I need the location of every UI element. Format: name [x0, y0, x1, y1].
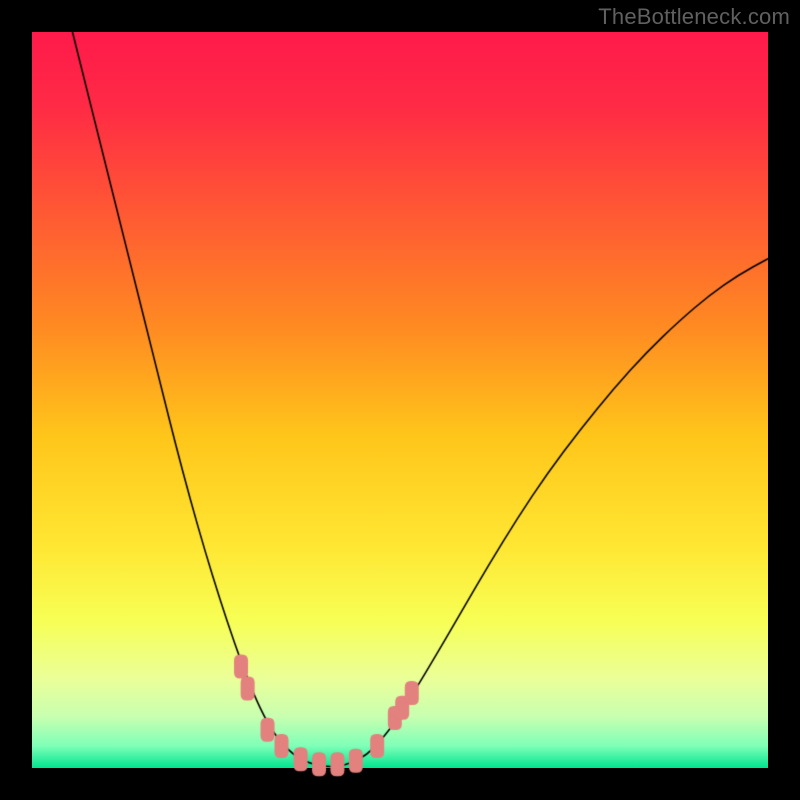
watermark-text: TheBottleneck.com: [598, 4, 790, 30]
bottleneck-curve-canvas: [0, 0, 800, 800]
chart-stage: TheBottleneck.com: [0, 0, 800, 800]
